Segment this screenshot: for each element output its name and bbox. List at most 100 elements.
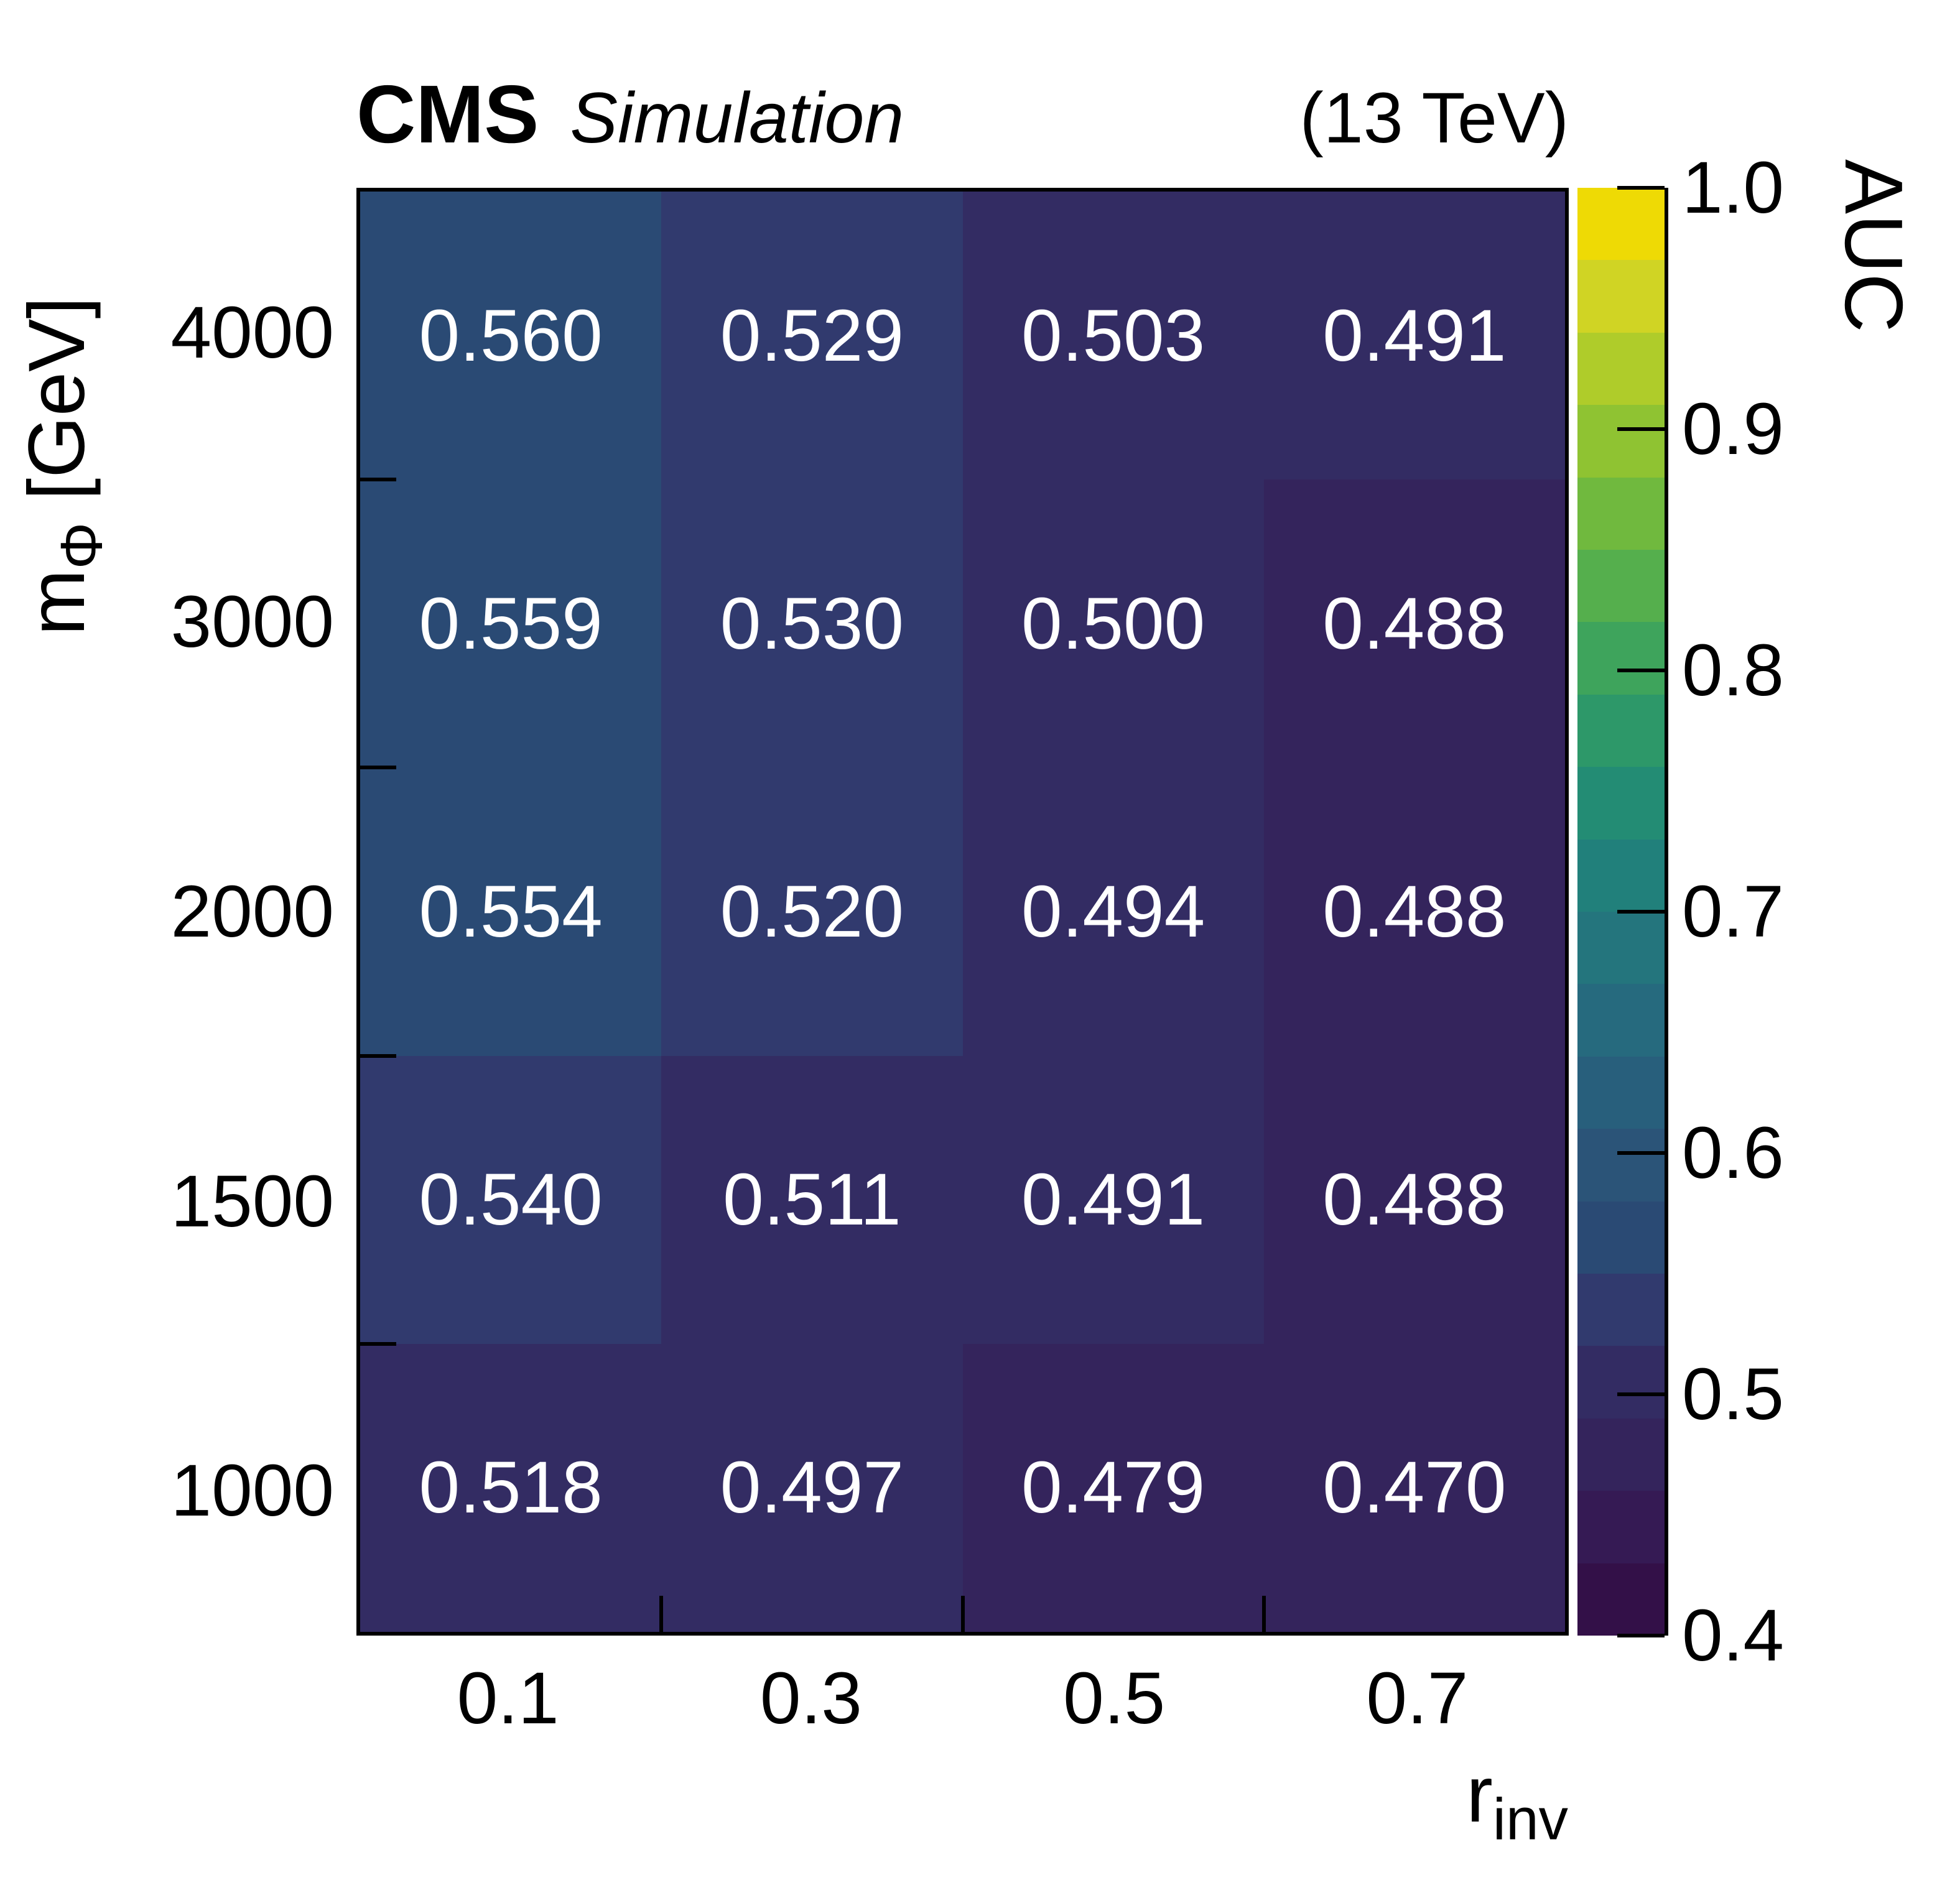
x-axis-tick [1261, 1596, 1266, 1632]
y-axis-tick [360, 478, 396, 482]
y-axis-tick-labels: 4000 3000 2000 1500 1000 [0, 188, 334, 1636]
colorbar-band [1577, 1418, 1665, 1491]
colorbar-tick-label: 0.4 [1682, 1595, 1785, 1677]
y-axis-tick [360, 1053, 396, 1058]
heatmap-cell: 0.491 [962, 1055, 1264, 1344]
y-tick-label: 2000 [170, 871, 334, 953]
heatmap-cell: 0.494 [962, 767, 1264, 1056]
colorbar-tick-label: 0.7 [1682, 871, 1785, 953]
colorbar-band [1577, 260, 1665, 333]
colorbar-band [1577, 1274, 1665, 1346]
colorbar-band [1577, 622, 1665, 695]
colorbar-tick [1617, 427, 1665, 431]
colorbar-band [1577, 839, 1665, 912]
colorbar-band [1577, 1491, 1665, 1563]
heatmap-cell: 0.479 [962, 1343, 1264, 1632]
colorbar-band [1577, 1346, 1665, 1419]
cell-value-label: 0.491 [1322, 294, 1507, 377]
heatmap-cell: 0.520 [661, 767, 963, 1056]
simulation-label: Simulation [570, 78, 904, 158]
cell-value-label: 0.491 [1021, 1159, 1205, 1241]
heatmap-cell: 0.511 [661, 1055, 963, 1344]
heatmap-cell: 0.559 [360, 479, 662, 768]
colorbar-band [1577, 550, 1665, 623]
heatmap-cell: 0.560 [360, 192, 662, 480]
cell-value-label: 0.470 [1322, 1447, 1507, 1529]
cell-value-label: 0.518 [419, 1447, 603, 1529]
heatmap-cell: 0.488 [1263, 1055, 1565, 1344]
x-axis-title-main: r [1466, 1750, 1493, 1839]
x-axis-tick [960, 1596, 965, 1632]
colorbar-band [1577, 477, 1665, 550]
colorbar-band [1577, 912, 1665, 984]
x-tick-label: 0.5 [1063, 1657, 1166, 1739]
colorbar-title: AUC [1828, 159, 1920, 333]
colorbar-tick-label: 1.0 [1682, 147, 1785, 229]
colorbar-band [1577, 1056, 1665, 1129]
cell-value-label: 0.494 [1021, 870, 1205, 953]
heatmap-cell: 0.554 [360, 767, 662, 1056]
y-tick-label: 3000 [170, 581, 334, 664]
heatmap-cell: 0.503 [962, 192, 1264, 480]
colorbar-tick [1617, 1151, 1665, 1155]
cell-value-label: 0.554 [419, 870, 603, 953]
plot-header: CMS Simulation (13 TeV) [356, 73, 1569, 155]
colorbar-band [1577, 694, 1665, 767]
colorbar-band [1577, 405, 1665, 478]
heatmap-cell: 0.529 [661, 192, 963, 480]
y-axis-tick [360, 1341, 396, 1346]
x-axis-tick [659, 1596, 664, 1632]
colorbar-tick [1617, 669, 1665, 672]
heatmap-cell: 0.540 [360, 1055, 662, 1344]
heatmap-cell: 0.488 [1263, 479, 1565, 768]
cell-value-label: 0.500 [1021, 582, 1205, 665]
cell-value-label: 0.529 [720, 294, 904, 377]
heatmap-cell: 0.518 [360, 1343, 662, 1632]
x-axis-title: rinv [1466, 1755, 1568, 1849]
y-tick-label: 1500 [170, 1160, 334, 1243]
cell-value-label: 0.503 [1021, 294, 1205, 377]
x-tick-label: 0.3 [759, 1657, 862, 1739]
colorbar-tick-label: 0.9 [1682, 388, 1785, 470]
heatmap-cell: 0.530 [661, 479, 963, 768]
cell-value-label: 0.488 [1322, 582, 1507, 665]
colorbar-band [1577, 984, 1665, 1057]
cell-value-label: 0.560 [419, 294, 603, 377]
colorbar-band [1577, 767, 1665, 840]
heatmap-cell: 0.497 [661, 1343, 963, 1632]
colorbar-tick [1617, 1392, 1665, 1396]
cell-value-label: 0.559 [419, 582, 603, 665]
cell-value-label: 0.520 [720, 870, 904, 953]
colorbar-tick [1617, 186, 1665, 190]
x-tick-label: 0.1 [457, 1657, 559, 1739]
heatmap-cell: 0.488 [1263, 767, 1565, 1056]
cell-value-label: 0.530 [720, 582, 904, 665]
cell-value-label: 0.488 [1322, 870, 1507, 953]
cell-value-label: 0.497 [720, 1447, 904, 1529]
colorbar-band [1577, 332, 1665, 405]
y-tick-label: 4000 [170, 291, 334, 374]
cell-value-label: 0.488 [1322, 1159, 1507, 1241]
heatmap-grid: 0.560 0.529 0.503 0.491 0.559 0.530 0.500 0.488… [360, 192, 1565, 1632]
cell-value-label: 0.479 [1021, 1447, 1205, 1529]
colorbar-tick-label: 0.6 [1682, 1112, 1785, 1194]
x-tick-label: 0.7 [1366, 1657, 1469, 1739]
heatmap-cell: 0.500 [962, 479, 1264, 768]
cell-value-label: 0.511 [723, 1159, 901, 1241]
colorbar-band [1577, 188, 1665, 261]
x-axis-tick-labels: 0.1 0.3 0.5 0.7 [356, 1662, 1569, 1743]
heatmap-plot: 0.560 0.529 0.503 0.491 0.559 0.530 0.500 0.488… [356, 188, 1569, 1636]
heatmap-cell: 0.491 [1263, 192, 1565, 480]
colorbar-tick-labels: 1.0 0.9 0.8 0.7 0.6 0.5 0.4 [1682, 151, 1943, 1672]
colorbar [1577, 186, 1668, 1637]
x-axis-title-subscript: inv [1492, 1786, 1568, 1853]
colorbar-tick [1617, 1634, 1665, 1637]
colorbar-tick-label: 0.5 [1682, 1353, 1785, 1435]
colorbar-band [1577, 1201, 1665, 1274]
experiment-label: CMS [356, 68, 539, 160]
colorbar-band [1577, 1129, 1665, 1202]
colorbar-band [1577, 1563, 1665, 1636]
colorbar-tick [1617, 910, 1665, 914]
cell-value-label: 0.540 [419, 1159, 603, 1241]
